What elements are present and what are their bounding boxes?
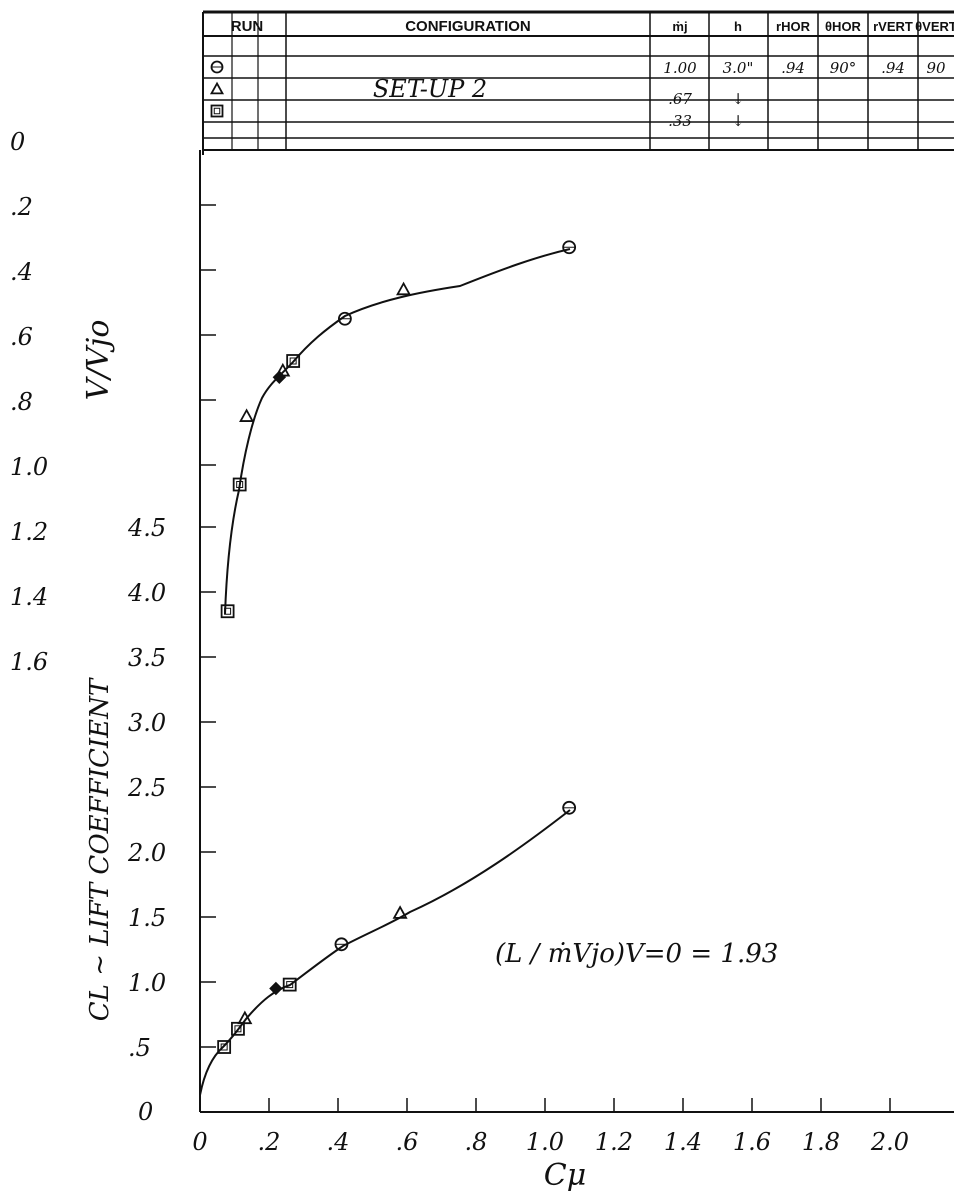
square-point xyxy=(231,1021,245,1036)
circle-point xyxy=(562,240,577,255)
table-cell: 1.00 xyxy=(663,59,697,77)
table-row-symbol xyxy=(209,81,225,95)
velocity-tick-label: .2 xyxy=(10,193,33,221)
lift-ratio-annotation: (L / ṁVjo)V=0 = 1.93 xyxy=(495,939,778,969)
table-header: h xyxy=(734,19,742,34)
x-axis-title: Cμ xyxy=(544,1158,586,1193)
square-point xyxy=(217,1040,232,1054)
table-header: rVERT xyxy=(873,19,913,34)
circle-point xyxy=(334,937,349,952)
velocity-tick-label: 1.0 xyxy=(10,453,48,481)
plot-axes xyxy=(199,150,954,1113)
run-table xyxy=(202,10,954,155)
table-row-symbol xyxy=(210,60,224,74)
table-header: θHOR xyxy=(825,19,862,34)
velocity-markers xyxy=(220,240,577,619)
velocity-tick-label: .6 xyxy=(10,323,33,351)
lift-tick-label: 2.5 xyxy=(127,774,166,802)
x-tick-label: .6 xyxy=(396,1128,419,1156)
lift-tick-label: 3.0 xyxy=(128,709,166,737)
table-cell: .33 xyxy=(668,112,692,130)
x-tick-label: 1.6 xyxy=(733,1128,771,1156)
table-row-symbol xyxy=(210,104,224,118)
bottom-axis-ticks xyxy=(268,1098,891,1112)
lift-curve xyxy=(199,809,571,1096)
velocity-curve xyxy=(224,248,571,615)
lift-tick-label: 1.0 xyxy=(128,969,166,997)
table-cell: 3.0" xyxy=(723,59,754,77)
x-tick-label: 1.8 xyxy=(802,1128,840,1156)
filled-diamond-point xyxy=(269,981,283,996)
triangle-point xyxy=(275,362,291,377)
velocity-tick-label: 1.4 xyxy=(10,583,48,611)
square-point xyxy=(286,354,301,368)
run-table-headers: RUN CONFIGURATION ṁj h rHOR θHOR rVERT θVERT xyxy=(231,18,954,35)
table-cell: .94 xyxy=(881,59,905,77)
table-cell-configuration: SET-UP 2 xyxy=(373,75,487,103)
lift-tick-label: 2.0 xyxy=(127,839,166,867)
x-tick-label: .2 xyxy=(258,1128,281,1156)
velocity-axis-title: V/Vjo xyxy=(81,320,116,401)
table-header: ṁj xyxy=(672,19,687,34)
x-tick-label: .4 xyxy=(327,1128,350,1156)
lift-tick-label: 4.5 xyxy=(127,514,166,542)
table-header: RUN xyxy=(231,18,264,35)
velocity-tick-label: 1.6 xyxy=(10,648,48,676)
x-tick-label: 1.4 xyxy=(664,1128,702,1156)
table-cell: .94 xyxy=(781,59,805,77)
lift-tick-label: 4.0 xyxy=(127,579,166,607)
velocity-y-tick-labels: 0 .2 .4 .6 .8 1.0 1.2 1.4 1.6 xyxy=(10,128,48,676)
triangle-point xyxy=(239,408,255,422)
lift-y-tick-labels: 0 .5 1.0 1.5 2.0 2.5 3.0 3.5 4.0 4.5 xyxy=(127,514,166,1126)
table-cell: ↓ xyxy=(732,90,745,108)
lift-tick-label: 3.5 xyxy=(128,644,166,672)
circle-point xyxy=(337,311,352,326)
x-tick-label: .8 xyxy=(465,1128,488,1156)
velocity-tick-label: 1.2 xyxy=(10,518,48,546)
x-tick-label: 0 xyxy=(192,1128,207,1156)
velocity-tick-label: 0 xyxy=(10,128,25,156)
table-cell: .67 xyxy=(668,90,692,108)
lift-markers xyxy=(217,800,577,1054)
x-tick-label: 2.0 xyxy=(870,1128,909,1156)
table-header: rHOR xyxy=(776,19,811,34)
table-cell: ↓ xyxy=(732,112,745,130)
square-point xyxy=(220,604,235,619)
velocity-tick-label: .4 xyxy=(10,258,33,286)
velocity-tick-label: .8 xyxy=(10,388,33,416)
square-point xyxy=(232,477,247,492)
x-tick-labels: 0 .2 .4 .6 .8 1.0 1.2 1.4 1.6 1.8 2.0 xyxy=(192,1128,909,1156)
lift-tick-label: 0 xyxy=(138,1098,153,1126)
left-axis-ticks xyxy=(200,204,216,1048)
table-header: θVERT xyxy=(915,19,954,34)
x-tick-label: 1.0 xyxy=(526,1128,564,1156)
x-tick-label: 1.2 xyxy=(595,1128,633,1156)
square-point xyxy=(282,977,297,992)
lift-tick-label: 1.5 xyxy=(128,904,166,932)
table-header: CONFIGURATION xyxy=(405,18,531,35)
circle-point xyxy=(562,800,577,815)
triangle-point xyxy=(392,905,408,919)
lift-axis-title: CL ~ LIFT COEFFICIENT xyxy=(85,677,115,1021)
table-cell: 90 xyxy=(926,59,946,77)
triangle-point xyxy=(396,281,412,296)
run-table-cells: 1.00 3.0" .94 90° .94 90 SET-UP 2 .67 ↓ .33 ↓ xyxy=(209,59,946,130)
table-cell: 90° xyxy=(830,59,857,77)
lift-tick-label: .5 xyxy=(128,1034,151,1062)
triangle-point xyxy=(237,1010,253,1025)
